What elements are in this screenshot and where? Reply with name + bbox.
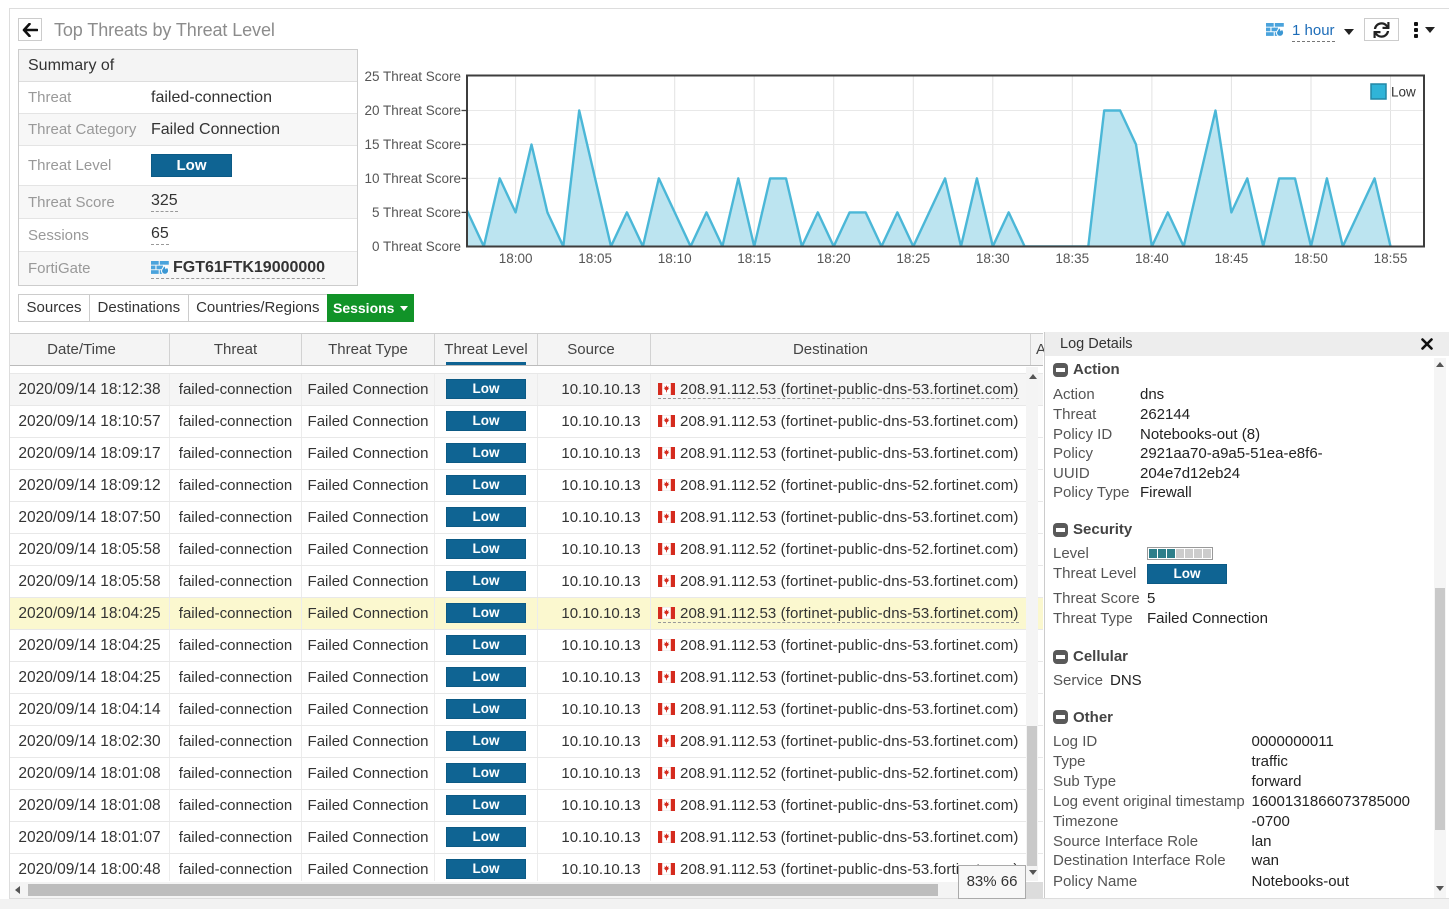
svg-text:18:05: 18:05 [578, 251, 612, 266]
svg-text:25 Threat Score: 25 Threat Score [364, 69, 461, 84]
svg-text:18:55: 18:55 [1374, 251, 1408, 266]
svg-text:18:30: 18:30 [976, 251, 1010, 266]
svg-text:5 Threat Score: 5 Threat Score [372, 205, 461, 220]
svg-text:10 Threat Score: 10 Threat Score [364, 171, 461, 186]
svg-text:18:15: 18:15 [737, 251, 771, 266]
svg-text:18:10: 18:10 [658, 251, 692, 266]
svg-text:Low: Low [1391, 85, 1416, 100]
svg-text:18:20: 18:20 [817, 251, 851, 266]
svg-text:15 Threat Score: 15 Threat Score [364, 137, 461, 152]
svg-text:18:35: 18:35 [1055, 251, 1089, 266]
svg-text:18:00: 18:00 [499, 251, 533, 266]
svg-text:18:50: 18:50 [1294, 251, 1328, 266]
svg-text:0 Threat Score: 0 Threat Score [372, 239, 461, 254]
svg-text:20 Threat Score: 20 Threat Score [364, 103, 461, 118]
svg-text:18:25: 18:25 [896, 251, 930, 266]
svg-text:18:40: 18:40 [1135, 251, 1169, 266]
svg-text:18:45: 18:45 [1215, 251, 1249, 266]
